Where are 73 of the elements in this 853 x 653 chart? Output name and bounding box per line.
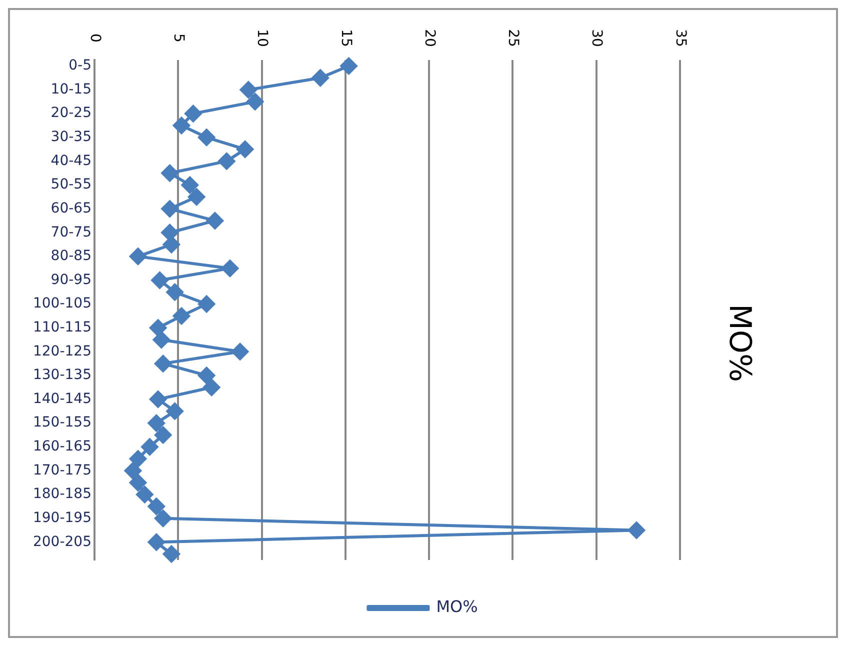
point [154, 510, 172, 527]
point [218, 152, 236, 170]
x-tick-label: 25 [505, 29, 522, 47]
point [136, 486, 154, 504]
y-tick-label: 10-15 [50, 81, 92, 98]
y-tick-label: 150-155 [32, 414, 92, 431]
point [340, 57, 358, 74]
point [188, 188, 206, 206]
point [203, 378, 220, 396]
point [162, 236, 180, 254]
y-tick-label: 120-125 [32, 343, 92, 360]
point [172, 116, 190, 134]
x-tick-label: 0 [86, 34, 103, 42]
point [129, 450, 146, 468]
point [152, 331, 170, 348]
point [222, 260, 238, 277]
point [198, 128, 216, 146]
point [198, 296, 216, 313]
point [154, 355, 172, 372]
x-tick-label: 5 [170, 34, 186, 42]
y-tick-label: 110-115 [32, 320, 92, 336]
y-tick-label: 130-135 [32, 367, 92, 384]
point [240, 81, 257, 98]
point [166, 284, 184, 301]
y-tick-label: 20-25 [50, 105, 92, 122]
x-tick-label: 35 [672, 29, 688, 47]
point [154, 426, 172, 444]
y-tick-label: 30-35 [50, 129, 92, 146]
y-tick-label: 140-145 [32, 390, 92, 407]
point [166, 402, 184, 420]
point [232, 343, 249, 360]
y-tick-label: 170-175 [32, 462, 92, 478]
y-tick-label: 60-65 [50, 200, 92, 216]
y-tick-label: 90-95 [50, 272, 92, 288]
x-tick-label: 15 [338, 29, 354, 47]
y-tick-label: 190-195 [32, 510, 92, 526]
point [148, 534, 165, 551]
point [124, 462, 142, 480]
y-tick-label: 50-55 [50, 176, 92, 193]
y-tick-label: 70-75 [50, 224, 92, 240]
point [161, 200, 178, 218]
point [161, 164, 178, 182]
point [184, 105, 202, 122]
point [148, 414, 165, 432]
point [198, 366, 216, 384]
y-tick-label: 40-45 [50, 152, 92, 169]
point [161, 224, 178, 242]
text: MO% [722, 304, 758, 382]
point [246, 93, 264, 110]
point [628, 522, 646, 539]
point [236, 140, 254, 158]
y-tick-label: 160-165 [32, 438, 92, 455]
point [312, 69, 329, 86]
point [129, 474, 146, 492]
point [172, 307, 190, 324]
point [162, 546, 180, 563]
point [150, 319, 167, 336]
x-tick-label: 20 [421, 29, 438, 47]
point [181, 176, 198, 194]
x-tick-label: 10 [254, 29, 270, 47]
y-tick-label: 100-105 [32, 296, 92, 312]
x-tick-label: 30 [588, 29, 605, 47]
y-tick-label: 80-85 [50, 248, 92, 264]
point [206, 212, 224, 230]
y-tick-label: 180-185 [32, 486, 92, 502]
point [150, 390, 167, 408]
point [141, 438, 158, 456]
y-tick-label: 200-205 [32, 534, 92, 550]
point [151, 272, 168, 289]
y-tick-label: 0-5 [68, 58, 92, 74]
point [129, 248, 146, 265]
point [148, 498, 165, 515]
legend-label: MO% [436, 597, 478, 616]
